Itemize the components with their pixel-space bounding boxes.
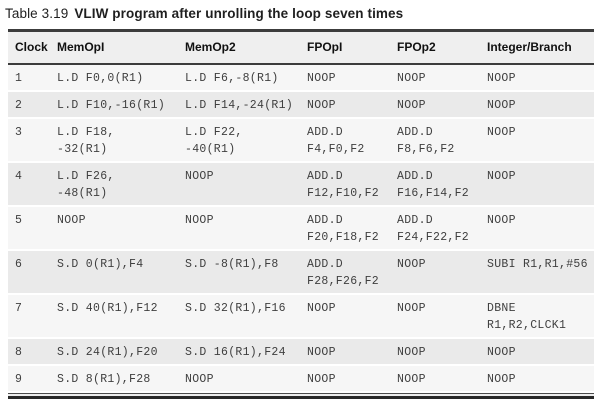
col-header-memop1: MemOpI (50, 29, 178, 65)
bottom-rule-thin-line (8, 393, 594, 394)
cell-fpop2: ADD.D F16,F14,F2 (390, 162, 480, 207)
cell-memop1: S.D 0(R1),F4 (50, 250, 178, 295)
cell-fpop2: NOOP (390, 365, 480, 393)
cell-fpop2: NOOP (390, 294, 480, 339)
cell-memop1: S.D 8(R1),F28 (50, 365, 178, 393)
cell-memop1: S.D 40(R1),F12 (50, 294, 178, 339)
cell-memop1: S.D 24(R1),F20 (50, 338, 178, 366)
cell-integer-branch: NOOP (480, 365, 594, 393)
cell-memop2: S.D -8(R1),F8 (178, 250, 300, 295)
header-row: Clock MemOpI MemOp2 FPOpI FPOp2 Integer/… (8, 29, 594, 65)
cell-clock: 2 (8, 91, 50, 119)
table-row: 5 NOOP NOOP ADD.D F20,F18,F2 ADD.D F24,F… (8, 206, 594, 251)
cell-memop1: L.D F0,0(R1) (50, 64, 178, 92)
cell-fpop1: NOOP (300, 64, 390, 92)
cell-memop1: L.D F26, -48(R1) (50, 162, 178, 207)
cell-integer-branch: NOOP (480, 162, 594, 207)
col-header-clock: Clock (8, 29, 50, 65)
table-row: 8 S.D 24(R1),F20 S.D 16(R1),F24 NOOP NOO… (8, 338, 594, 366)
col-header-fpop1: FPOpI (300, 29, 390, 65)
cell-clock: 4 (8, 162, 50, 207)
cell-memop2: NOOP (178, 365, 300, 393)
cell-integer-branch: DBNE R1,R2,CLCK1 (480, 294, 594, 339)
cell-clock: 9 (8, 365, 50, 393)
cell-clock: 7 (8, 294, 50, 339)
cell-memop2: NOOP (178, 162, 300, 207)
cell-fpop1: ADD.D F12,F10,F2 (300, 162, 390, 207)
cell-integer-branch: NOOP (480, 91, 594, 119)
cell-clock: 6 (8, 250, 50, 295)
cell-fpop1: NOOP (300, 365, 390, 393)
table-row: 9 S.D 8(R1),F28 NOOP NOOP NOOP NOOP (8, 365, 594, 393)
cell-fpop1: ADD.D F28,F26,F2 (300, 250, 390, 295)
cell-integer-branch: NOOP (480, 118, 594, 163)
col-header-memop2: MemOp2 (178, 29, 300, 65)
table-row: 2 L.D F10,-16(R1) L.D F14,-24(R1) NOOP N… (8, 91, 594, 119)
cell-clock: 8 (8, 338, 50, 366)
cell-memop1: L.D F10,-16(R1) (50, 91, 178, 119)
table-row: 7 S.D 40(R1),F12 S.D 32(R1),F16 NOOP NOO… (8, 294, 594, 339)
cell-integer-branch: NOOP (480, 338, 594, 366)
vliw-schedule-table: Clock MemOpI MemOp2 FPOpI FPOp2 Integer/… (8, 29, 594, 393)
cell-memop1: NOOP (50, 206, 178, 251)
cell-fpop2: NOOP (390, 338, 480, 366)
table-row: 4 L.D F26, -48(R1) NOOP ADD.D F12,F10,F2… (8, 162, 594, 207)
bottom-rule-thick-line (8, 396, 594, 399)
cell-memop1: L.D F18, -32(R1) (50, 118, 178, 163)
cell-fpop1: NOOP (300, 338, 390, 366)
cell-fpop2: ADD.D F24,F22,F2 (390, 206, 480, 251)
table-number: Table 3.19 (5, 6, 69, 21)
cell-fpop1: NOOP (300, 91, 390, 119)
cell-fpop2: ADD.D F8,F6,F2 (390, 118, 480, 163)
cell-integer-branch: SUBI R1,R1,#56 (480, 250, 594, 295)
cell-memop2: S.D 16(R1),F24 (178, 338, 300, 366)
table-row: 1 L.D F0,0(R1) L.D F6,-8(R1) NOOP NOOP N… (8, 64, 594, 92)
cell-clock: 3 (8, 118, 50, 163)
bottom-rule (8, 393, 594, 399)
cell-clock: 5 (8, 206, 50, 251)
cell-fpop1: NOOP (300, 294, 390, 339)
table-title: VLIW program after unrolling the loop se… (74, 6, 404, 21)
table-row: 6 S.D 0(R1),F4 S.D -8(R1),F8 ADD.D F28,F… (8, 250, 594, 295)
cell-memop2: NOOP (178, 206, 300, 251)
cell-fpop2: NOOP (390, 91, 480, 119)
cell-memop2: L.D F14,-24(R1) (178, 91, 300, 119)
table-caption: Table 3.19 VLIW program after unrolling t… (5, 5, 602, 22)
cell-memop2: L.D F22, -40(R1) (178, 118, 300, 163)
cell-clock: 1 (8, 64, 50, 92)
cell-fpop2: NOOP (390, 250, 480, 295)
cell-fpop1: ADD.D F20,F18,F2 (300, 206, 390, 251)
cell-memop2: S.D 32(R1),F16 (178, 294, 300, 339)
cell-memop2: L.D F6,-8(R1) (178, 64, 300, 92)
cell-fpop1: ADD.D F4,F0,F2 (300, 118, 390, 163)
cell-integer-branch: NOOP (480, 206, 594, 251)
bottom-rule-gap (8, 394, 594, 396)
col-header-fpop2: FPOp2 (390, 29, 480, 65)
col-header-integer-branch: Integer/Branch (480, 29, 594, 65)
cell-fpop2: NOOP (390, 64, 480, 92)
table-row: 3 L.D F18, -32(R1) L.D F22, -40(R1) ADD.… (8, 118, 594, 163)
cell-integer-branch: NOOP (480, 64, 594, 92)
